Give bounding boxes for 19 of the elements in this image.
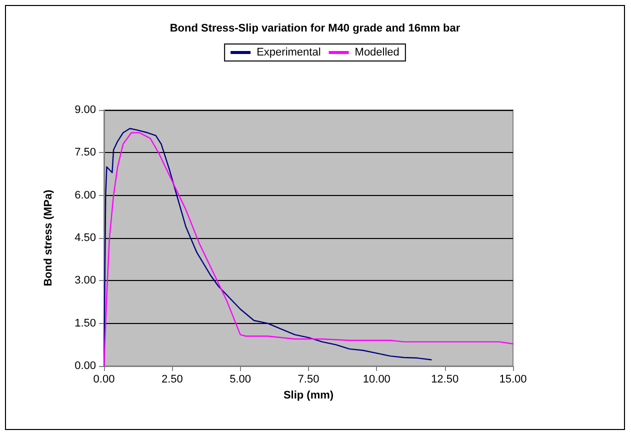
legend-label: Modelled [354,46,400,58]
legend-label: Experimental [256,46,321,58]
x-tick-label: 7.50 [298,374,320,386]
x-tick-label: 2.50 [161,374,183,386]
x-axis-title: Slip (mm) [283,389,334,402]
y-tick-label: 3.00 [74,274,96,287]
x-tick-label: 10.00 [362,374,390,386]
y-tick-label: 6.00 [74,189,96,202]
x-tick-label: 5.00 [230,374,252,386]
y-tick-label: 1.50 [74,317,96,330]
y-tick-label: 4.50 [74,232,96,244]
y-axis-title: Bond stress (MPa) [42,189,54,286]
x-tick-label: 0.00 [93,374,115,386]
y-tick-label: 7.50 [74,146,96,159]
chart-title: Bond Stress-Slip variation for M40 grade and 16mm bar [170,22,461,34]
x-tick-label: 15.00 [499,374,527,386]
y-tick-label: 9.00 [74,104,96,116]
y-tick-label: 0.00 [74,360,96,372]
x-tick-label: 12.50 [431,374,459,386]
